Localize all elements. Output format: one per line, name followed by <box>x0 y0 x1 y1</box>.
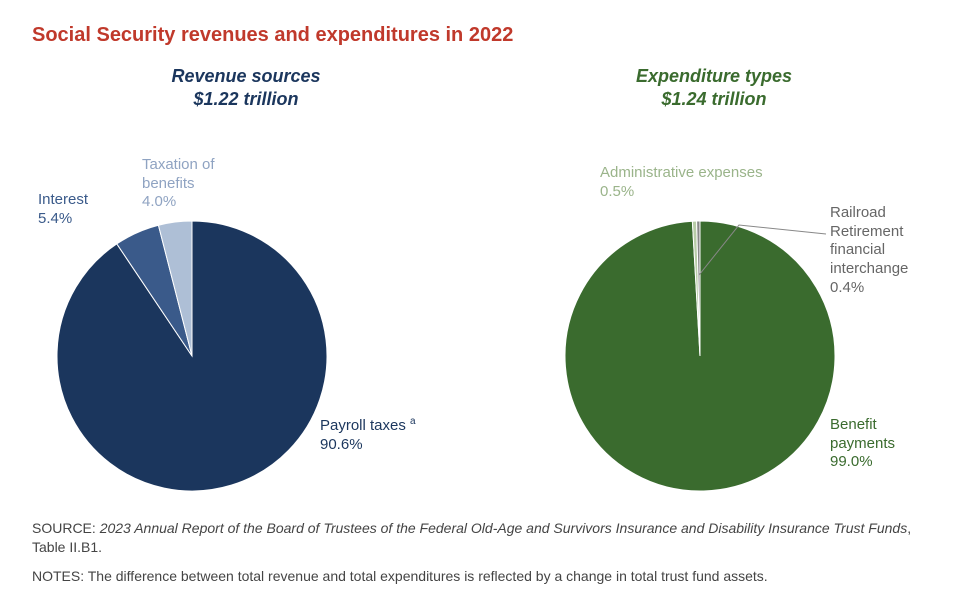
expenditure-title-line1: Expenditure types <box>636 66 792 86</box>
expenditure-title-line2: $1.24 trillion <box>661 89 766 109</box>
charts-row: Revenue sources $1.22 trillion Payroll t… <box>32 65 928 485</box>
page-title: Social Security revenues and expenditure… <box>32 24 928 47</box>
source-italic: 2023 Annual Report of the Board of Trust… <box>100 520 908 536</box>
expenditure-chart-title: Expenditure types $1.24 trillion <box>500 65 928 112</box>
source-prefix: SOURCE: <box>32 520 100 536</box>
revenue-title-line1: Revenue sources <box>171 66 320 86</box>
notes-line: NOTES: The difference between total reve… <box>32 567 928 586</box>
footer: SOURCE: 2023 Annual Report of the Board … <box>32 519 928 586</box>
expenditure-pie-wrap: Benefit payments99.0%Administrative expe… <box>500 116 928 476</box>
revenue-chart: Revenue sources $1.22 trillion Payroll t… <box>32 65 460 485</box>
revenue-pie-wrap: Payroll taxes a90.6%Interest5.4%Taxation… <box>32 116 460 476</box>
source-line: SOURCE: 2023 Annual Report of the Board … <box>32 519 928 557</box>
pie-svg <box>500 116 940 496</box>
expenditure-chart: Expenditure types $1.24 trillion Benefit… <box>500 65 928 485</box>
pie-svg <box>32 116 472 496</box>
revenue-chart-title: Revenue sources $1.22 trillion <box>32 65 460 112</box>
revenue-title-line2: $1.22 trillion <box>193 89 298 109</box>
